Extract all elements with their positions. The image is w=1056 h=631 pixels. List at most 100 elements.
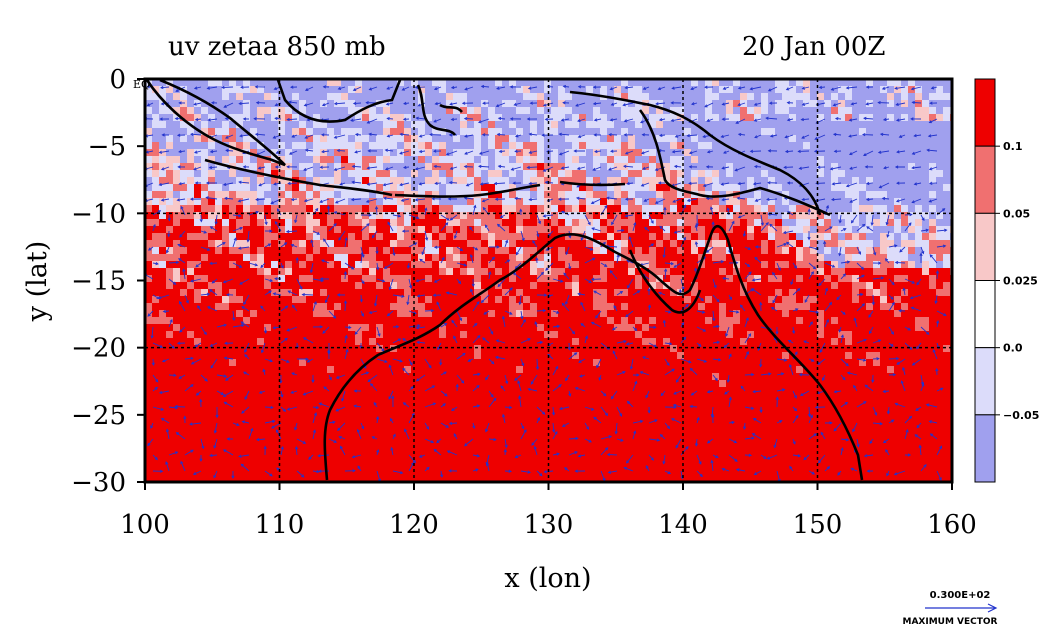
field-cell (782, 303, 790, 311)
field-cell (383, 107, 391, 115)
field-cell (278, 170, 286, 178)
field-cell (887, 331, 895, 339)
field-cell (537, 79, 545, 87)
field-cell (824, 366, 832, 374)
field-cell (509, 289, 517, 297)
field-cell (719, 205, 727, 213)
field-cell (334, 233, 342, 241)
field-cell (691, 156, 699, 164)
field-cell (803, 212, 811, 220)
field-cell (572, 219, 580, 227)
field-cell (691, 317, 699, 325)
field-cell (922, 198, 930, 206)
field-cell (936, 296, 944, 304)
field-cell (614, 359, 622, 367)
field-cell (166, 373, 174, 381)
field-cell (418, 121, 426, 129)
field-cell (236, 86, 244, 94)
field-cell (586, 156, 594, 164)
field-cell (719, 156, 727, 164)
field-cell (656, 184, 664, 192)
field-cell (607, 345, 615, 353)
field-cell (586, 324, 594, 332)
field-cell (642, 254, 650, 262)
field-cell (516, 324, 524, 332)
field-cell (684, 373, 692, 381)
field-cell (348, 121, 356, 129)
field-cell (481, 275, 489, 283)
field-cell (439, 359, 447, 367)
field-cell (376, 212, 384, 220)
field-cell (327, 163, 335, 171)
field-cell (348, 275, 356, 283)
field-cell (376, 156, 384, 164)
field-cell (845, 170, 853, 178)
field-cell (502, 79, 510, 87)
field-cell (264, 261, 272, 269)
field-cell (390, 219, 398, 227)
field-cell (397, 289, 405, 297)
field-cell (180, 107, 188, 115)
field-cell (180, 254, 188, 262)
field-cell (229, 79, 237, 87)
field-cell (551, 345, 559, 353)
field-cell (537, 261, 545, 269)
field-cell (397, 310, 405, 318)
field-cell (180, 261, 188, 269)
field-cell (824, 296, 832, 304)
field-cell (852, 240, 860, 248)
field-cell (292, 317, 300, 325)
field-cell (446, 366, 454, 374)
field-cell (488, 121, 496, 129)
field-cell (439, 275, 447, 283)
field-cell (901, 142, 909, 150)
field-cell (439, 254, 447, 262)
field-cell (173, 142, 181, 150)
field-cell (866, 317, 874, 325)
field-cell (607, 296, 615, 304)
field-cell (691, 240, 699, 248)
field-cell (460, 240, 468, 248)
field-cell (859, 184, 867, 192)
field-cell (411, 373, 419, 381)
field-cell (663, 121, 671, 129)
field-cell (768, 261, 776, 269)
field-cell (733, 135, 741, 143)
field-cell (341, 303, 349, 311)
field-cell (509, 324, 517, 332)
field-cell (817, 338, 825, 346)
field-cell (600, 366, 608, 374)
field-cell (803, 86, 811, 94)
field-cell (600, 177, 608, 185)
field-cell (607, 121, 615, 129)
field-cell (292, 79, 300, 87)
field-cell (418, 198, 426, 206)
field-cell (327, 331, 335, 339)
field-cell (929, 338, 937, 346)
field-cell (180, 100, 188, 108)
field-cell (152, 86, 160, 94)
field-cell (761, 191, 769, 199)
field-cell (488, 366, 496, 374)
field-cell (684, 226, 692, 234)
field-cell (509, 303, 517, 311)
field-cell (915, 149, 923, 157)
field-cell (313, 303, 321, 311)
field-cell (831, 345, 839, 353)
field-cell (600, 114, 608, 122)
field-cell (474, 114, 482, 122)
field-cell (418, 338, 426, 346)
field-cell (768, 338, 776, 346)
field-cell (586, 121, 594, 129)
field-cell (243, 177, 251, 185)
field-cell (530, 121, 538, 129)
field-cell (579, 373, 587, 381)
field-cell (397, 233, 405, 241)
field-cell (229, 142, 237, 150)
field-cell (649, 93, 657, 101)
field-cell (761, 135, 769, 143)
field-cell (327, 310, 335, 318)
field-cell (313, 86, 321, 94)
field-cell (467, 219, 475, 227)
field-cell (656, 135, 664, 143)
